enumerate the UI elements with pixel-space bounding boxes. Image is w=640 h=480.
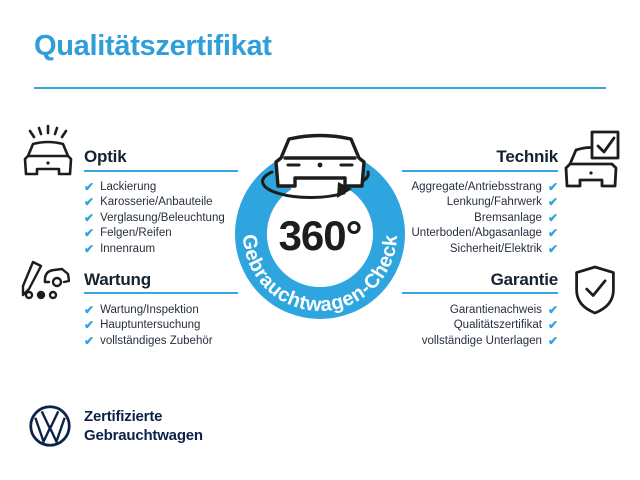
section-title-technik: Technik (496, 147, 558, 166)
shield-check-icon (572, 263, 618, 317)
check-icon: ✔ (84, 210, 95, 225)
badge-360-check: Gebrauchtwagen-Check 360° (225, 112, 415, 327)
check-icon: ✔ (84, 241, 95, 256)
list-item: Garantienachweis ✔ (449, 302, 558, 317)
list-item: Lenkung/Fahrwerk ✔ (446, 195, 558, 210)
section-title-optik: Optik (84, 147, 127, 166)
section-rule-technik (402, 170, 558, 172)
check-icon: ✔ (547, 241, 558, 256)
list-item: ✔ vollständiges Zubehör (84, 333, 213, 348)
section-title-wartung: Wartung (84, 270, 151, 289)
list-item: ✔ Felgen/Reifen (84, 226, 172, 241)
check-icon: ✔ (84, 195, 95, 210)
header-divider (34, 87, 606, 89)
check-icon: ✔ (84, 318, 95, 333)
check-icon: ✔ (84, 333, 95, 348)
list-item: Qualitätszertifikat ✔ (453, 318, 558, 333)
footer-line2: Gebrauchtwagen (84, 427, 203, 444)
car-360-icon (274, 133, 366, 188)
check-icon: ✔ (84, 302, 95, 317)
section-rule-wartung (84, 292, 238, 294)
section-rule-garantie (402, 292, 558, 294)
list-item: vollständige Unterlagen ✔ (421, 333, 558, 348)
check-icon: ✔ (547, 302, 558, 317)
list-item: ✔ Wartung/Inspektion (84, 302, 199, 317)
service-checklist-icon (18, 258, 70, 300)
list-item: Bremsanlage ✔ (474, 210, 558, 225)
car-checkbox-icon (564, 130, 620, 188)
shiny-car-icon (22, 124, 74, 178)
footer-brand-text: Zertifizierte Gebrauchtwagen (84, 407, 203, 445)
list-item: Aggregate/Antriebsstrang ✔ (411, 179, 558, 194)
degree-label: 360° (279, 212, 362, 259)
check-icon: ✔ (547, 318, 558, 333)
wartung-items: ✔ Wartung/Inspektion ✔ Hauptuntersuchung ✔… (84, 302, 238, 349)
list-item: Unterboden/Abgasanlage ✔ (411, 226, 559, 241)
section-title-garantie: Garantie (490, 270, 559, 289)
check-icon: ✔ (547, 226, 558, 241)
check-icon: ✔ (84, 226, 95, 241)
list-item: ✔ Innenraum (84, 241, 156, 256)
vw-logo (28, 404, 72, 448)
check-icon: ✔ (547, 179, 558, 194)
footer-line1: Zertifizierte (84, 408, 163, 425)
check-icon: ✔ (547, 195, 558, 210)
list-item: ✔ Verglasung/Beleuchtung (84, 210, 225, 225)
check-icon: ✔ (84, 179, 95, 194)
garantie-items: Garantienachweis ✔ Qualitätszertifikat ✔ v… (388, 302, 558, 349)
list-item: ✔ Lackierung (84, 179, 157, 194)
optik-items: ✔ Lackierung ✔ Karosserie/Anbauteile ✔ Verg… (84, 179, 238, 257)
list-item: ✔ Karosserie/Anbauteile (84, 195, 213, 210)
check-icon: ✔ (547, 333, 558, 348)
page-title: Qualitätszertifikat (34, 30, 272, 62)
check-icon: ✔ (547, 210, 558, 225)
list-item: ✔ Hauptuntersuchung (84, 318, 201, 333)
technik-items: Aggregate/Antriebsstrang ✔ Lenkung/Fahrwe… (388, 179, 559, 257)
list-item: Sicherheit/Elektrik ✔ (449, 241, 558, 256)
section-rule-optik (84, 170, 238, 172)
